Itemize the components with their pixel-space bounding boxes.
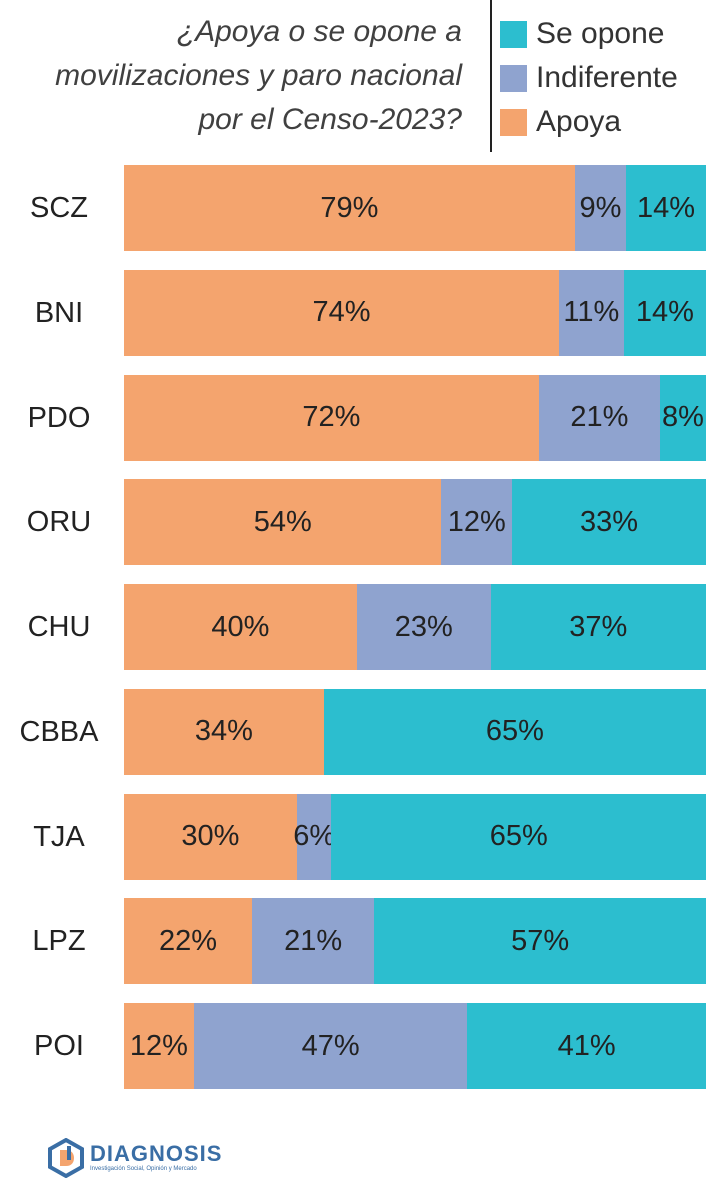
legend-swatch-indiferente (500, 64, 527, 92)
data-label: 21% (284, 924, 343, 957)
bar-pdo-apoya: 72% (124, 374, 539, 461)
data-label: 12% (447, 505, 506, 538)
data-label: 9% (579, 191, 622, 224)
bar-scz-apoya: 79% (124, 165, 575, 251)
data-label: 21% (570, 401, 629, 433)
bar-lpz-indiferente: 21% (252, 898, 375, 985)
data-label: 22% (158, 924, 218, 957)
diagnosis-logo-icon (48, 1138, 84, 1178)
title-divider (490, 0, 492, 152)
legend-item-apoya: Apoya (500, 100, 678, 144)
bar-lpz-se-opone: 57% (374, 898, 706, 985)
data-label: 11% (563, 296, 620, 329)
bar-pdo-se-opone: 8% (659, 374, 706, 461)
bar-tja-se-opone: 65% (331, 793, 706, 880)
bar-tja-indiferente: 6% (293, 793, 335, 880)
bar-scz-indiferente: 9% (574, 165, 627, 251)
data-label: 8% (661, 401, 704, 433)
data-label: 40% (211, 610, 270, 643)
category-label-chu: CHU (27, 611, 91, 643)
bar-chu-indiferente: 23% (356, 584, 491, 670)
category-label-poi: POI (34, 1030, 84, 1062)
bar-cbba-apoya: 34% (124, 688, 324, 775)
bar-oru-indiferente: 12% (441, 479, 512, 566)
category-label-pdo: PDO (27, 401, 91, 434)
category-label-lpz: LPZ (32, 925, 86, 958)
data-label: 30% (181, 820, 240, 852)
legend-swatch-apoya (500, 108, 527, 136)
category-label-scz: SCZ (30, 192, 88, 224)
data-label: 41% (557, 1029, 616, 1062)
category-label-oru: ORU (26, 506, 92, 539)
data-label: 34% (194, 715, 253, 748)
bar-bni-se-opone: 14% (623, 269, 706, 356)
bar-tja-apoya: 30% (124, 793, 297, 880)
data-label: 37% (569, 610, 628, 643)
bar-oru-se-opone: 33% (512, 479, 706, 566)
diagnosis-logo: DIAGNOSIS Investigación Social, Opinión … (46, 1138, 222, 1178)
data-label: 65% (489, 820, 548, 852)
data-label: 72% (302, 401, 361, 433)
bar-chu-apoya: 40% (124, 584, 357, 670)
category-label-tja: TJA (33, 820, 85, 853)
data-label: 23% (394, 610, 453, 643)
category-label-bni: BNI (34, 296, 84, 329)
data-label: 12% (129, 1029, 188, 1062)
data-label: 65% (485, 715, 544, 748)
title-line-3: por el Censo-2023? (198, 103, 462, 136)
legend-item-indiferente: Indiferente (500, 56, 678, 100)
data-label: 14% (635, 296, 694, 329)
bar-scz-se-opone: 14% (626, 165, 706, 251)
logo-name: DIAGNOSIS (90, 1141, 223, 1166)
bar-bni-indiferente: 11% (559, 269, 624, 356)
bar-cbba-se-opone: 65% (323, 688, 706, 775)
data-label: 79% (320, 191, 379, 224)
data-label: 47% (301, 1029, 360, 1062)
chart-title: ¿Apoya o se opone a movilizaciones y par… (20, 10, 462, 142)
bar-bni-apoya: 74% (124, 269, 560, 356)
legend-label-indiferente: Indiferente (536, 61, 678, 94)
legend: Se opone Indiferente Apoya (500, 12, 678, 144)
bar-pdo-indiferente: 21% (538, 374, 660, 461)
bar-poi-indiferente: 47% (193, 1003, 468, 1089)
bar-lpz-apoya: 22% (124, 898, 253, 985)
legend-item-se-opone: Se opone (500, 12, 678, 56)
logo-tagline: Investigación Social, Opinión y Mercado (90, 1166, 197, 1172)
data-label: 14% (637, 191, 696, 224)
data-label: 54% (253, 505, 312, 538)
title-line-1: ¿Apoya o se opone a (176, 15, 462, 48)
category-label-cbba: CBBA (19, 715, 99, 748)
data-label: 6% (293, 820, 336, 852)
bar-poi-se-opone: 41% (467, 1003, 706, 1089)
data-label: 74% (312, 296, 371, 329)
legend-label-apoya: Apoya (536, 105, 622, 138)
title-line-2: movilizaciones y paro nacional (55, 59, 462, 92)
data-label: 57% (511, 924, 570, 957)
legend-swatch-se-opone (500, 20, 527, 48)
legend-label-se-opone: Se opone (536, 17, 665, 50)
bar-chu-se-opone: 37% (490, 584, 706, 670)
bar-poi-apoya: 12% (124, 1003, 194, 1089)
bar-oru-apoya: 54% (124, 479, 442, 566)
data-label: 33% (579, 505, 639, 538)
